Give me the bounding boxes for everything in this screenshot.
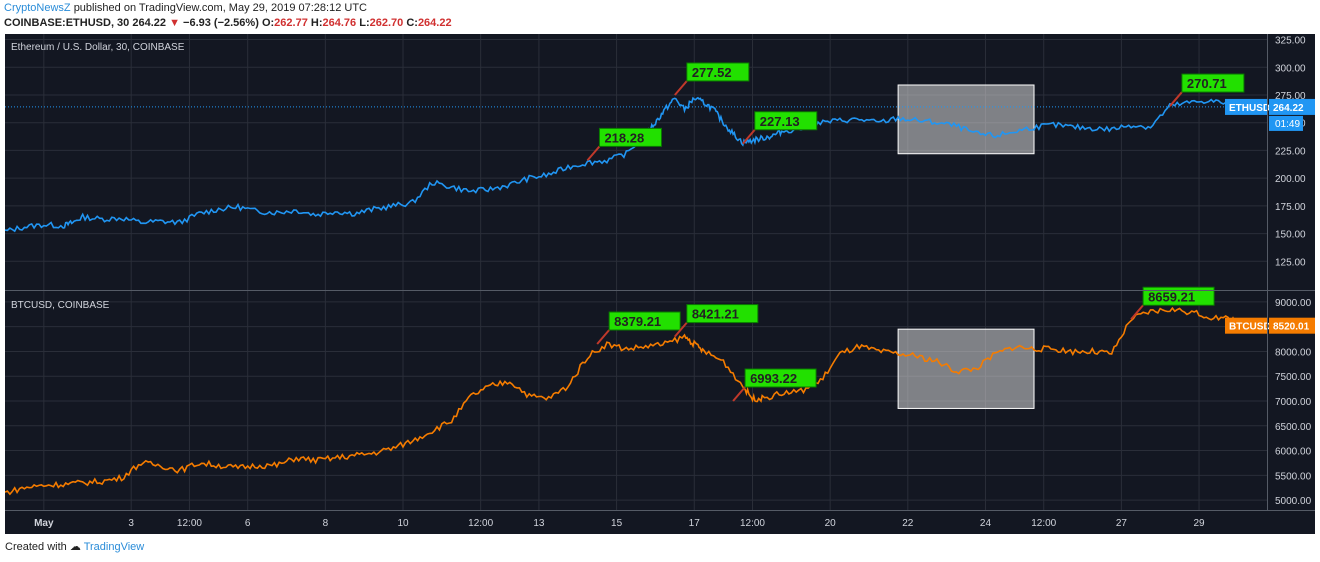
- annotation-label: 218.28: [604, 130, 644, 145]
- y-tick-label: 175.00: [1275, 202, 1306, 213]
- series-name-tag: [1225, 98, 1267, 115]
- eth-price-line: [5, 96, 1268, 233]
- annotation-callout: [1142, 286, 1215, 306]
- annotation-callout: [754, 111, 818, 131]
- current-value-tag: [1269, 317, 1315, 334]
- x-tick-label: 13: [533, 518, 545, 529]
- pane-title: Ethereum / U.S. Dollar, 30, COINBASE: [11, 42, 185, 53]
- annotation-arrow: [674, 80, 688, 96]
- pane-title: BTCUSD, COINBASE: [11, 300, 110, 311]
- annotation-arrow: [596, 329, 610, 345]
- x-tick-label: 12:00: [468, 518, 493, 529]
- annotation-arrow: [674, 321, 688, 338]
- current-value-tag: [1269, 98, 1315, 115]
- annotation-label: 6993.22: [750, 371, 797, 386]
- chart-background: [5, 34, 1315, 534]
- x-tick-label: 12:00: [177, 518, 202, 529]
- low-label: L:: [359, 17, 370, 29]
- annotation-callout: [686, 62, 750, 82]
- y-tick-label: 5500.00: [1275, 471, 1312, 482]
- x-tick-label: 27: [1116, 518, 1128, 529]
- publish-info: CryptoNewsZ published on TradingView.com…: [4, 2, 367, 14]
- y-tick-label: 5000.00: [1275, 496, 1312, 507]
- x-tick-label: 8: [323, 518, 329, 529]
- y-tick-label: 150.00: [1275, 230, 1306, 241]
- chart-header: CryptoNewsZ published on TradingView.com…: [4, 2, 1304, 32]
- chart-area[interactable]: 325.00300.00275.00250.00225.00200.00175.…: [5, 34, 1315, 534]
- annotation-callout: [598, 127, 662, 147]
- x-tick-label: 12:00: [1031, 518, 1056, 529]
- x-tick-label: 29: [1193, 518, 1205, 529]
- series-name-label: BTCUSD: [1229, 322, 1271, 333]
- author-link[interactable]: CryptoNewsZ: [4, 2, 71, 14]
- y-tick-label: 275.00: [1275, 91, 1306, 102]
- open-value: 262.77: [274, 17, 308, 29]
- y-tick-label: 200.00: [1275, 174, 1306, 185]
- x-tick-label: 20: [825, 518, 837, 529]
- annotation-label: 8379.21: [614, 314, 661, 329]
- annotation-callout: [744, 368, 817, 388]
- y-tick-label: 6500.00: [1275, 422, 1312, 433]
- annotation-label: 8659.21: [1148, 289, 1195, 304]
- annotation-arrow: [1130, 304, 1144, 320]
- highlight-box: [897, 84, 1035, 155]
- close-value: 264.22: [417, 17, 452, 29]
- change-value: −6.93 (−2.56%): [183, 17, 259, 29]
- y-tick-label: 125.00: [1275, 257, 1306, 268]
- annotation-label: 8421.21: [692, 307, 739, 322]
- x-tick-label: 24: [980, 518, 992, 529]
- y-tick-label: 8000.00: [1275, 347, 1312, 358]
- x-tick-label: 10: [397, 518, 409, 529]
- annotation-callout: [1181, 73, 1245, 93]
- annotation-label: 270.71: [1187, 76, 1227, 91]
- x-tick-label: 17: [689, 518, 701, 529]
- price-chart[interactable]: 325.00300.00275.00250.00225.00200.00175.…: [5, 34, 1315, 534]
- y-tick-label: 7000.00: [1275, 397, 1312, 408]
- annotation-label: 277.52: [692, 65, 732, 80]
- close-label: C:: [406, 17, 418, 29]
- x-tick-label: 6: [245, 518, 251, 529]
- low-value: 262.70: [369, 17, 404, 29]
- y-tick-label: 9000.00: [1275, 298, 1312, 309]
- symbol-label: COINBASE:ETHUSD, 30: [4, 17, 130, 29]
- open-label: O:: [261, 17, 275, 29]
- y-tick-label: 7500.00: [1275, 372, 1312, 383]
- y-tick-label: 225.00: [1275, 146, 1306, 157]
- ohlc-info: COINBASE:ETHUSD, 30 264.22 ▼ −6.93 (−2.5…: [4, 17, 452, 29]
- annotation-arrow: [742, 129, 756, 145]
- annotation-label: 227.13: [760, 114, 800, 129]
- high-value: 264.76: [322, 17, 357, 29]
- last-price: 264.22: [132, 17, 167, 29]
- annotation-callout: [608, 311, 681, 331]
- y-tick-label: 6000.00: [1275, 447, 1312, 458]
- current-value-label: 264.22: [1273, 103, 1304, 114]
- annotation-arrow: [586, 145, 601, 162]
- annotation-callout: [686, 304, 759, 324]
- published-text: published on TradingView.com, May 29, 20…: [73, 2, 367, 14]
- footer: Created with ☁ TradingView: [5, 540, 144, 553]
- y-tick-label: 325.00: [1275, 36, 1306, 47]
- x-tick-label: 12:00: [740, 518, 765, 529]
- tradingview-link[interactable]: TradingView: [83, 541, 145, 553]
- high-label: H:: [310, 17, 323, 29]
- y-tick-label: 300.00: [1275, 63, 1306, 74]
- annotation-arrow: [1169, 91, 1183, 107]
- tradingview-logo-icon: ☁: [69, 541, 81, 553]
- x-tick-label: 15: [611, 518, 623, 529]
- countdown-tag: [1269, 115, 1303, 131]
- created-with-text: Created with: [5, 541, 67, 553]
- series-name-tag: [1225, 317, 1267, 334]
- btc-price-line: [5, 306, 1248, 496]
- x-tick-label: May: [34, 518, 54, 529]
- x-tick-label: 3: [128, 518, 134, 529]
- current-value-label: 8520.01: [1273, 322, 1310, 333]
- series-name-label: ETHUSD: [1229, 103, 1270, 114]
- x-tick-label: 22: [902, 518, 914, 529]
- change-arrow-icon: ▼: [169, 17, 180, 29]
- countdown-label: 01:49: [1275, 119, 1300, 130]
- annotation-arrow: [732, 386, 746, 402]
